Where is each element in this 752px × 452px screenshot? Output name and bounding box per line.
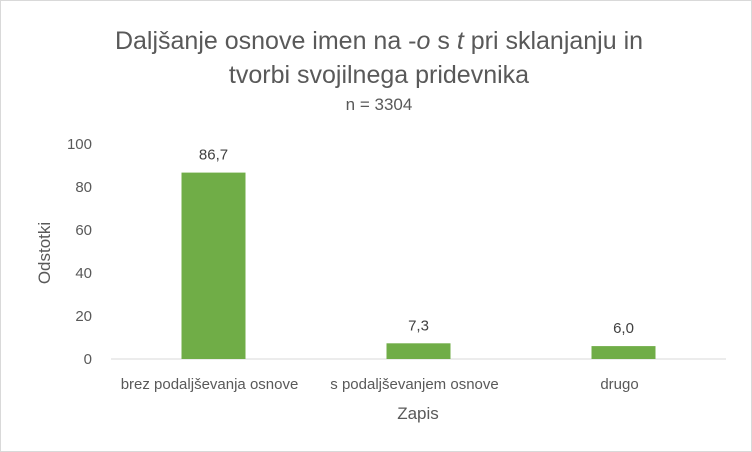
bar [386,343,451,359]
y-tick-label: 40 [75,265,92,282]
category-label: s podaljševanjem osnove [330,376,498,393]
x-axis-title: Zapis [397,404,439,423]
y-tick-label: 80 [75,179,92,196]
chart-subtitle: n = 3304 [346,95,413,114]
data-label: 6,0 [613,320,634,337]
bar [591,346,656,359]
chart-title-line-1: Daljšanje osnove imen na -o s t pri skla… [115,27,643,55]
y-tick-label: 100 [67,136,92,153]
plot-area: 0 20 40 60 80 100 86,7 brez podaljševanja osnov… [67,136,726,393]
y-axis-title: Odstotki [35,222,54,284]
bar [181,172,246,359]
chart-title-line-2: tvorbi svojilnega pridevnika [229,61,529,89]
category-label: drugo [600,376,638,393]
y-tick-label: 0 [84,351,92,368]
category-label: brez podaljševanja osnove [121,376,299,393]
data-label: 86,7 [199,147,228,164]
y-tick-label: 60 [75,222,92,239]
data-label: 7,3 [408,317,429,334]
y-tick-label: 20 [75,308,92,325]
